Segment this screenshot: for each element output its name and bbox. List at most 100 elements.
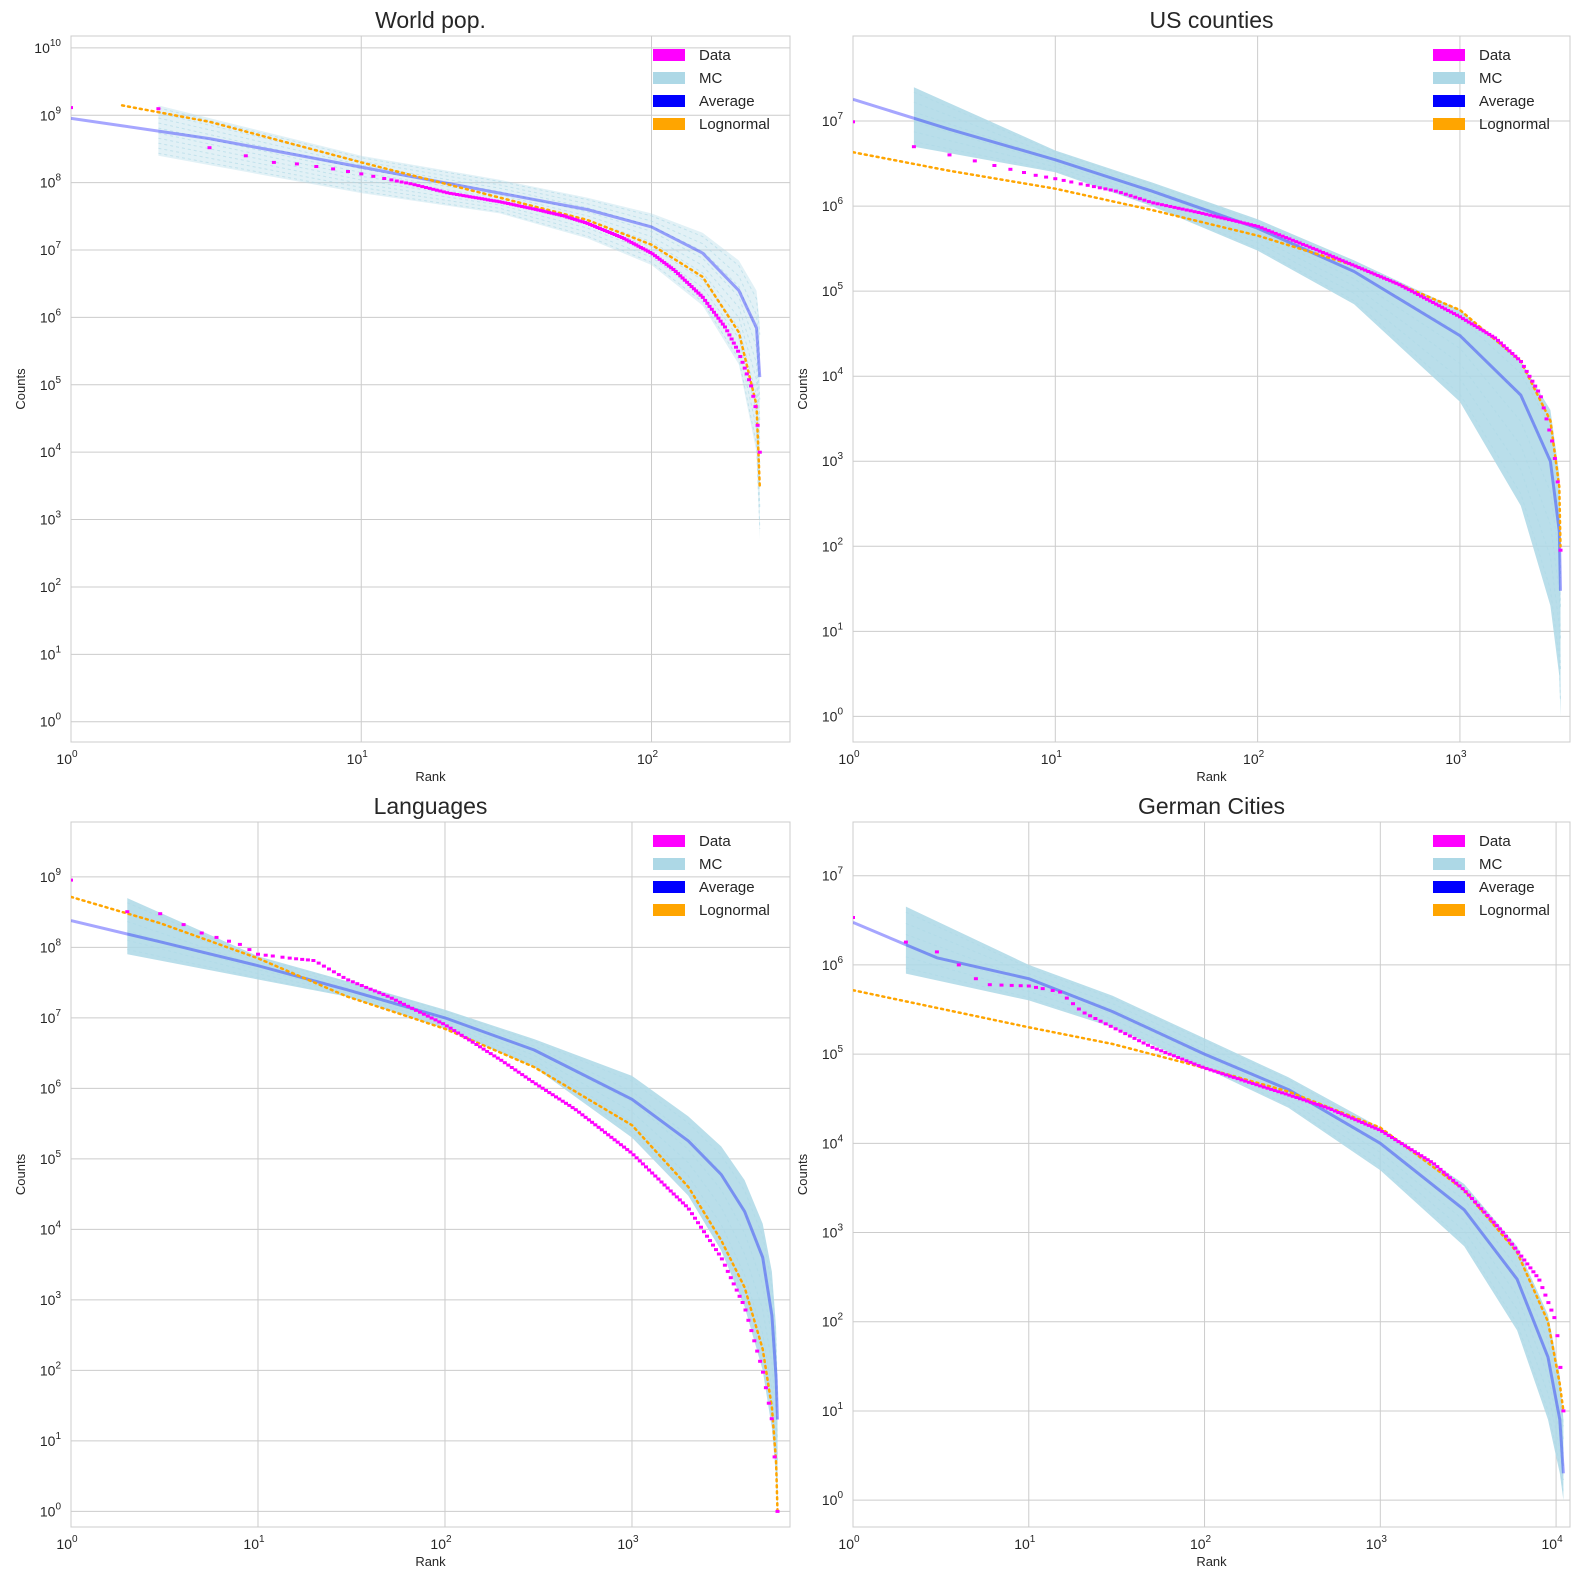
- tick-exponent: 10: [50, 38, 62, 49]
- data-point: [1534, 1274, 1539, 1278]
- data-point: [1280, 234, 1285, 238]
- data-point: [1458, 315, 1462, 319]
- data-point: [181, 923, 186, 927]
- tick-base: 10: [1014, 1536, 1030, 1552]
- data-point: [572, 217, 577, 221]
- data-point: [1485, 1214, 1490, 1217]
- data-point: [1393, 1138, 1398, 1142]
- data-point: [1537, 1278, 1542, 1282]
- data-point: [456, 1031, 461, 1035]
- data-point: [1168, 205, 1173, 208]
- data-point: [685, 280, 690, 284]
- data-point: [485, 198, 490, 202]
- data-point: [476, 196, 481, 200]
- legend-swatch-average: [653, 881, 685, 893]
- data-point: [437, 1020, 442, 1024]
- data-point: [725, 329, 730, 333]
- data-point: [1184, 208, 1189, 212]
- data-point: [355, 982, 360, 986]
- data-point: [441, 190, 446, 194]
- mc-sample-line: [913, 121, 1561, 640]
- x-axis-label: Rank: [415, 1554, 446, 1569]
- data-point: [479, 197, 484, 201]
- data-point: [1444, 1173, 1449, 1177]
- data-point: [1008, 167, 1013, 171]
- y-axis-label: Counts: [795, 368, 810, 410]
- data-point: [445, 191, 450, 195]
- data-point: [314, 165, 319, 168]
- data-point: [1150, 1045, 1155, 1049]
- tick-base: 10: [1542, 1536, 1558, 1552]
- data-point: [1315, 1103, 1320, 1106]
- y-tick-label: 100: [822, 1490, 844, 1508]
- data-point: [678, 274, 683, 278]
- tick-exponent: 2: [446, 1534, 452, 1545]
- data-point: [615, 234, 619, 237]
- x-tick-label: 103: [1445, 749, 1467, 767]
- tick-base: 10: [822, 1225, 838, 1241]
- data-point: [1510, 352, 1515, 355]
- data-point: [664, 262, 669, 266]
- data-point: [1332, 1109, 1337, 1113]
- y-tick-label: 100: [40, 1501, 62, 1519]
- data-point: [629, 240, 634, 244]
- data-point: [687, 283, 692, 286]
- data-point: [1349, 1116, 1354, 1120]
- data-point: [686, 1207, 691, 1211]
- chart-title: Languages: [374, 793, 488, 819]
- data-point: [947, 153, 952, 157]
- y-tick-label: 101: [822, 1401, 844, 1419]
- x-tick-label: 101: [1041, 749, 1063, 767]
- data-point: [1353, 264, 1358, 268]
- data-point: [1234, 219, 1239, 223]
- data-point: [682, 278, 687, 282]
- data-point: [441, 1022, 446, 1026]
- data-point: [1555, 1334, 1560, 1338]
- y-tick-label: 102: [822, 1312, 844, 1330]
- data-point: [500, 200, 505, 204]
- data-point: [1312, 1101, 1317, 1105]
- mc-band: [905, 906, 1564, 1501]
- data-point: [1363, 268, 1368, 272]
- data-point: [1490, 334, 1495, 338]
- data-point: [731, 1282, 736, 1286]
- data-point: [478, 1045, 482, 1049]
- data-point: [714, 1248, 718, 1252]
- data-point: [544, 1088, 548, 1092]
- data-point: [659, 1180, 664, 1184]
- mc-band: [127, 898, 778, 1512]
- tick-base: 10: [822, 368, 838, 384]
- data-point: [1415, 293, 1420, 296]
- tick-exponent: 0: [72, 1534, 78, 1545]
- mc-sample-line: [127, 902, 778, 1402]
- tick-exponent: 7: [837, 111, 843, 122]
- data-point: [680, 276, 685, 280]
- tick-exponent: 7: [55, 1008, 61, 1019]
- data-point: [1137, 197, 1142, 201]
- data-point: [1448, 1176, 1452, 1180]
- data-point: [656, 1177, 661, 1181]
- plot-content: [71, 878, 780, 1513]
- data-point: [550, 1093, 555, 1097]
- data-point: [1266, 229, 1271, 233]
- data-point: [1547, 428, 1552, 432]
- lognormal-line: [120, 104, 762, 489]
- data-point: [1493, 336, 1498, 340]
- data-point: [1510, 1242, 1515, 1246]
- data-point: [1431, 301, 1436, 304]
- data-point: [243, 154, 248, 158]
- mc-sample-line: [158, 107, 761, 335]
- data-point: [696, 291, 701, 295]
- data-point: [427, 186, 432, 190]
- data-point: [769, 1417, 774, 1421]
- data-point: [622, 1145, 627, 1149]
- data-point: [1284, 236, 1288, 240]
- data-point: [1215, 215, 1220, 219]
- data-point: [461, 194, 466, 198]
- legend-swatch-mc: [653, 72, 685, 84]
- tick-exponent: 3: [837, 451, 843, 462]
- data-point: [1250, 1082, 1255, 1085]
- data-point: [247, 948, 252, 952]
- tick-base: 10: [40, 512, 56, 528]
- data-point: [1463, 318, 1468, 322]
